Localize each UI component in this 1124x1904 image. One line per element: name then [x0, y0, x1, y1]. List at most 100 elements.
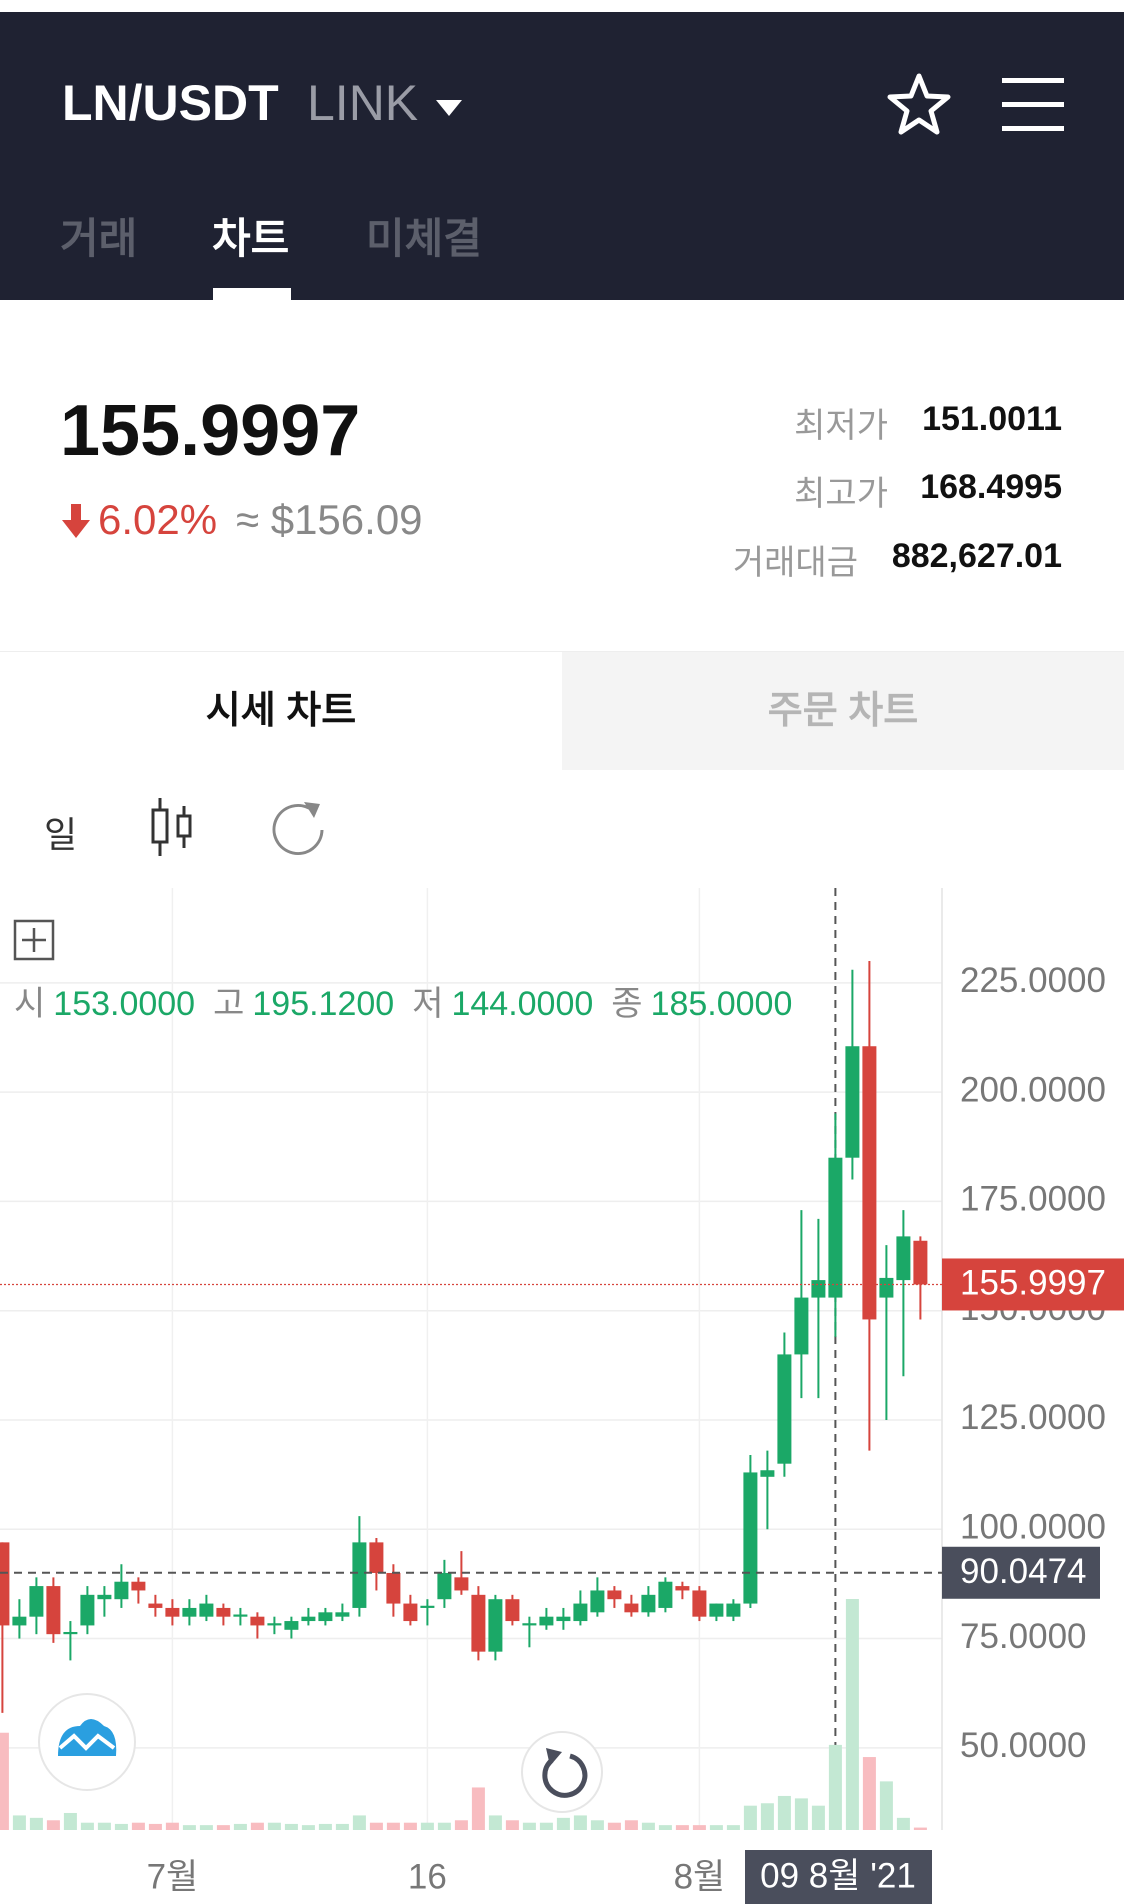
dropdown-icon[interactable]: [436, 100, 462, 118]
stat-label: 최저가: [794, 407, 888, 445]
volume-bar: [658, 1825, 672, 1830]
coin-name[interactable]: LINK: [307, 75, 419, 131]
volume-bar: [454, 1820, 468, 1830]
button-icon: [542, 1753, 588, 1798]
ohlc-value: 144.0000: [451, 985, 593, 1023]
interval[interactable]: 일: [44, 814, 78, 855]
ohlc-value: 153.0000: [53, 985, 195, 1023]
volume-bar: [556, 1817, 570, 1830]
candle-body: [726, 1603, 741, 1617]
candle-body: [658, 1581, 673, 1608]
candle-body: [301, 1616, 316, 1622]
refresh-icon[interactable]: [268, 798, 328, 858]
volume-bar: [845, 1599, 859, 1830]
candle-body: [437, 1572, 452, 1600]
candle-body: [165, 1607, 180, 1617]
candle-body: [369, 1542, 384, 1573]
favorite-icon[interactable]: [886, 72, 952, 138]
volume-bar: [386, 1822, 400, 1830]
volume-bar: [318, 1823, 332, 1830]
candle-body: [777, 1354, 792, 1464]
volume-bar: [352, 1815, 366, 1830]
pair[interactable]: LN/USDT: [62, 75, 279, 131]
tab-active[interactable]: 차트: [212, 215, 290, 262]
ohlc-value: 195.1200: [252, 985, 394, 1023]
last-price-label: 155.9997: [960, 1264, 1106, 1303]
stat-label: 거래대금: [732, 544, 858, 582]
candle-body: [0, 1542, 10, 1626]
volume-bar: [828, 1744, 842, 1830]
volume-bar: [250, 1822, 264, 1830]
candle-body: [216, 1607, 231, 1617]
volume-bar: [148, 1823, 162, 1830]
add-indicator-icon[interactable]: [13, 919, 55, 961]
candle-body: [29, 1586, 44, 1617]
candle-body: [505, 1599, 520, 1622]
volume-bar: [46, 1820, 60, 1830]
y-tick-label: 200.0000: [960, 1070, 1106, 1109]
chart-tab-active[interactable]: 시세 차트: [205, 690, 357, 732]
volume-bar: [794, 1798, 808, 1830]
candle-body: [386, 1572, 401, 1604]
volume-bar: [335, 1823, 349, 1830]
volume-bar: [488, 1815, 502, 1830]
menu-icon[interactable]: [1002, 78, 1064, 132]
y-tick-label: 175.0000: [960, 1180, 1106, 1219]
volume-bar: [879, 1781, 893, 1830]
volume-bar: [522, 1822, 536, 1830]
candle-body: [403, 1603, 418, 1622]
crosshair-x-box: [745, 1850, 932, 1904]
volume-bar: [641, 1822, 655, 1830]
candle-body: [284, 1621, 299, 1630]
x-tick-label: 16: [408, 1857, 447, 1896]
candle-body: [471, 1594, 486, 1652]
candle-body: [267, 1623, 282, 1626]
stat-value: 151.0011: [922, 400, 1062, 438]
candle-body: [46, 1586, 61, 1635]
volume-bar: [896, 1817, 910, 1830]
volume-bar: [12, 1815, 26, 1830]
candle-body: [63, 1631, 78, 1635]
crosshair-y-label: 90.0474: [960, 1552, 1087, 1591]
volume-bar: [80, 1822, 94, 1830]
candle-body: [420, 1605, 435, 1608]
x-tick-label: 7월: [147, 1857, 199, 1896]
y-tick-label: 225.0000: [960, 961, 1106, 1000]
volume-bar: [403, 1822, 417, 1830]
volume-bar: [539, 1822, 553, 1830]
reset-button[interactable]: [521, 1731, 603, 1813]
candle-body: [182, 1607, 197, 1617]
candle-body: [573, 1603, 588, 1622]
candle-body: [743, 1472, 758, 1604]
candle-body: [233, 1614, 248, 1617]
candle-body: [828, 1157, 843, 1298]
volume-bar: [709, 1825, 723, 1830]
volume-bar: [913, 1827, 927, 1830]
candle-body: [250, 1616, 265, 1626]
volume-bar: [267, 1822, 281, 1830]
volume-bar: [114, 1823, 128, 1830]
candle-body: [896, 1236, 911, 1281]
chart-style-button[interactable]: [38, 1693, 136, 1791]
x-tick-label: 8월: [674, 1857, 726, 1896]
candle-body: [794, 1297, 809, 1355]
button-icon: [546, 1748, 562, 1766]
candle-body: [692, 1590, 707, 1617]
chart-tab[interactable]: 주문 차트: [562, 652, 1124, 770]
candle-body: [352, 1542, 367, 1608]
volume-bar: [182, 1825, 196, 1830]
volume-bar: [505, 1820, 519, 1830]
tab[interactable]: 미체결: [366, 215, 482, 262]
stat-label: 최고가: [794, 475, 888, 513]
chart-type-icon[interactable]: [148, 796, 198, 858]
price: 155.9997: [60, 391, 361, 471]
volume-bar: [573, 1815, 587, 1830]
ohlc-key: 종: [611, 985, 642, 1023]
tab[interactable]: 거래: [60, 215, 138, 262]
ohlc-key: 고: [213, 985, 244, 1023]
candle-body: [97, 1594, 112, 1600]
candle-body: [624, 1603, 639, 1613]
volume-bar: [301, 1825, 315, 1830]
volume-bar: [233, 1823, 247, 1830]
